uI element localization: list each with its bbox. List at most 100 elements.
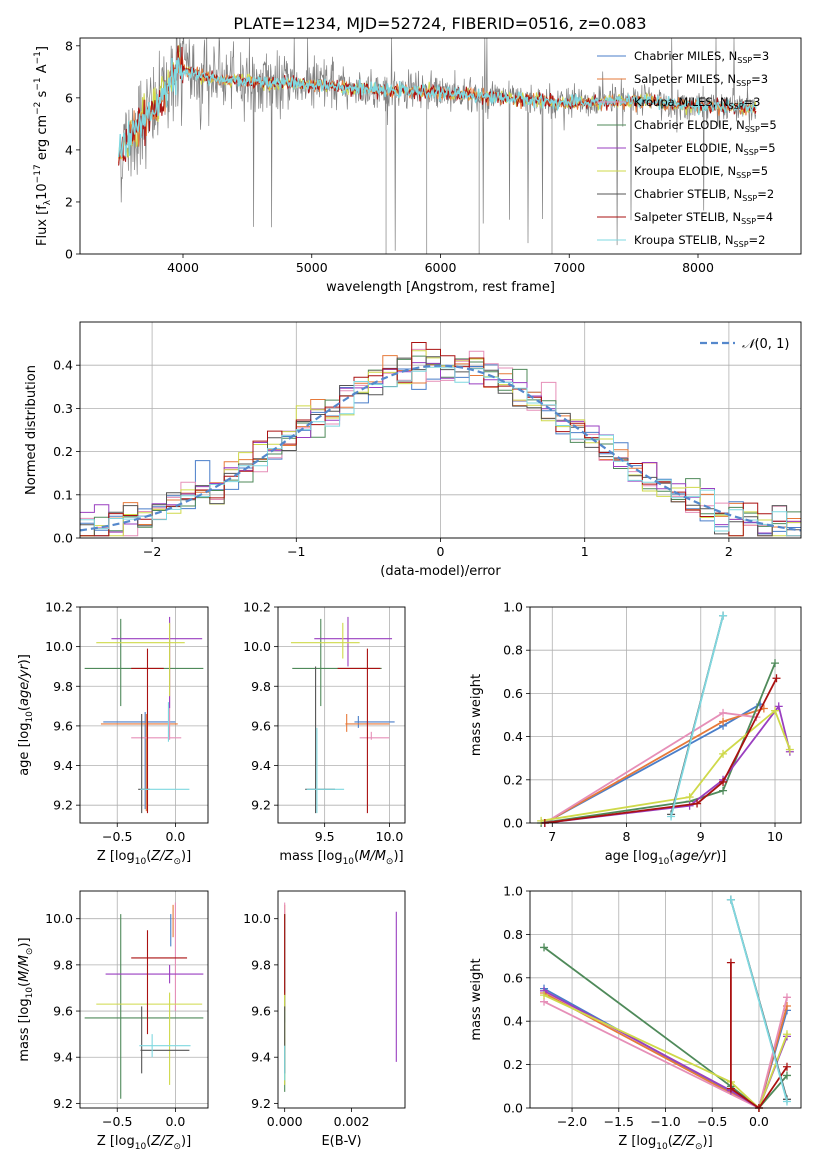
age_vs_mass-chart: 9.5 10.0 9.2 9.4 9.6 9.8 10.0 10.2 mass [log10(M…: [243, 600, 406, 867]
x-tick-label: 0.002: [334, 1114, 370, 1129]
spectrum-ylabel: Flux [fλ10−17 erg cm−2 s−1 A−1]: [33, 46, 53, 246]
x-tick-label: 5000: [296, 260, 328, 275]
x-tick-label: 9: [697, 829, 705, 844]
y-tick-label: 9.8: [53, 679, 73, 694]
x-tick-label: −1.5: [604, 1114, 634, 1129]
x-tick-label: 1: [581, 544, 589, 559]
axes-frame: [529, 890, 802, 1109]
y-tick-label: 9.8: [53, 957, 73, 972]
weight-line-kroupa_elodie: [543, 994, 788, 1108]
x-tick-label: 0.0: [749, 1114, 769, 1129]
x-tick-label: 7000: [553, 260, 585, 275]
weight-point-salpeter_elodie: [774, 702, 783, 711]
y-tick-label: 10.0: [45, 911, 73, 926]
x-tick-label: −0.5: [697, 1114, 727, 1129]
y-tick-label: 0: [65, 247, 73, 262]
spectrum-legend: Chabrier MILES, NSSP=3 Salpeter MILES, NS…: [597, 49, 777, 249]
x-tick-label: −2.0: [557, 1114, 587, 1129]
y-tick-label: 10.0: [45, 639, 73, 654]
y-tick-label: 2: [65, 194, 73, 209]
y-tick-label: 0.8: [503, 643, 523, 658]
x-tick-label: 9.5: [315, 829, 335, 844]
y-tick-label: 0.2: [503, 772, 523, 787]
y-tick-label: 8: [65, 38, 73, 53]
weight-line-salpeter_stelib: [730, 962, 788, 1108]
y-tick-label: 9.4: [251, 1050, 271, 1065]
y-tick-label: 9.8: [251, 957, 271, 972]
x-tick-label: 6000: [425, 260, 457, 275]
x-tick-label: 10.0: [376, 829, 404, 844]
y-tick-label: 10.0: [243, 911, 271, 926]
weight-line-kroupa_stelib: [670, 615, 724, 817]
axes-frame: [79, 321, 802, 539]
legend-label: Salpeter STELIB, NSSP=4: [634, 210, 773, 226]
weight_vs_Z-chart: −2.0 −1.5 −1.0 −0.5 0.0 0.0 0.2 0.4 0.6 0.8 1.0 Z […: [469, 884, 802, 1152]
y-tick-label: 9.6: [53, 1004, 73, 1019]
y-tick-label: 10.2: [45, 600, 73, 615]
weight-line-chabrier_elodie: [540, 662, 776, 823]
weight_vs_Z-ylabel: mass weight: [469, 958, 484, 1040]
y-tick-label: 0.0: [503, 1101, 523, 1116]
weight-point-kroupa_stelib: [726, 895, 735, 904]
weight-point-kroupa_stelib: [719, 611, 728, 620]
weight_vs_age-ylabel: mass weight: [469, 674, 484, 756]
legend-label: Kroupa MILES, NSSP=3: [634, 95, 760, 111]
weight-point-chabrier_elodie: [719, 786, 728, 795]
y-tick-label: 9.4: [53, 758, 73, 773]
weight-point-kroupa_stelib: [782, 1097, 791, 1106]
axes-frame: [277, 606, 406, 824]
mass_vs_Z-chart: −0.5 0.0 9.2 9.4 9.6 9.8 10.0 Z [log10(Z/Z⊙)] ma…: [17, 890, 209, 1152]
axes-frame: [79, 890, 209, 1109]
y-tick-label: 9.2: [53, 798, 73, 813]
age_vs_Z-axes: −0.5 0.0 9.2 9.4 9.6 9.8 10.0 10.2: [45, 600, 208, 844]
weight-point-kroupa_elodie: [540, 991, 549, 1000]
y-tick-label: 0.8: [503, 927, 523, 942]
y-tick-label: 0.0: [503, 816, 523, 831]
mass_vs_Z-xlabel: Z [log10(Z/Z⊙)]: [97, 1134, 191, 1152]
weight-point-salpeter_stelib: [782, 1062, 791, 1071]
weight_vs_Z-axes: −2.0 −1.5 −1.0 −0.5 0.0 0.0 0.2 0.4 0.6 0.8 1.0: [503, 884, 801, 1129]
weight-point-salpeter_stelib: [726, 958, 735, 967]
y-tick-label: 4: [65, 142, 73, 157]
y-tick-label: 9.4: [53, 1050, 73, 1065]
x-tick-label: 0.000: [267, 1114, 303, 1129]
y-tick-label: 9.4: [251, 758, 271, 773]
weight-point-kroupa_elodie: [782, 1030, 791, 1039]
weight-point-salpeter_miles: [719, 717, 728, 726]
y-tick-label: 0.2: [53, 444, 73, 459]
x-tick-label: 10: [767, 829, 783, 844]
y-tick-label: 9.2: [53, 1096, 73, 1111]
charts-layer: 4000 5000 6000 7000 8000 0 2 4 6 8 wavelength [Ang…: [17, 37, 802, 1152]
x-tick-label: 8000: [682, 260, 714, 275]
weight-line-salpeter_miles: [543, 992, 788, 1108]
weight_vs_Z-xlabel: Z [log10(Z/Z⊙)]: [618, 1134, 712, 1152]
y-tick-label: 0.1: [53, 487, 73, 502]
y-tick-label: 0.6: [503, 686, 523, 701]
age_vs_Z-ylabel: age [log10(age/yr)]: [17, 654, 35, 776]
histogram-salpeter_elodie: [80, 359, 801, 534]
y-tick-label: 1.0: [503, 600, 523, 615]
age_vs_Z-xlabel: Z [log10(Z/Z⊙)]: [97, 849, 191, 867]
weight-point-chabrier_elodie: [771, 659, 780, 668]
x-tick-label: −1: [287, 544, 305, 559]
axes-frame: [529, 606, 802, 824]
x-tick-label: 4000: [167, 260, 199, 275]
figure-title: PLATE=1234, MJD=52724, FIBERID=0516, z=0…: [233, 14, 646, 33]
legend-label: Kroupa STELIB, NSSP=2: [634, 233, 765, 249]
model-spectrum-kroupa_stelib: [117, 57, 757, 158]
legend-label: Chabrier STELIB, NSSP=2: [634, 187, 774, 203]
y-tick-label: 0.3: [53, 401, 73, 416]
weight-line-kroupa_stelib: [730, 899, 788, 1102]
y-tick-label: 0.6: [503, 970, 523, 985]
weight-point-chabrier_elodie: [782, 1071, 791, 1080]
weight-line-salpeter_stelib: [544, 677, 778, 823]
x-tick-label: −2: [143, 544, 161, 559]
legend-label: Salpeter MILES, NSSP=3: [634, 72, 768, 88]
weight_vs_age-xlabel: age [log10(age/yr)]: [605, 849, 727, 867]
weight-point-kroupa_elodie: [685, 793, 694, 802]
axes-frame: [79, 606, 209, 824]
x-tick-label: 2: [725, 544, 733, 559]
mass_vs_ebv-xlabel: E(B-V): [321, 1134, 361, 1149]
y-tick-label: 6: [65, 90, 73, 105]
mass_vs_Z-axes: −0.5 0.0 9.2 9.4 9.6 9.8 10.0: [45, 891, 208, 1129]
